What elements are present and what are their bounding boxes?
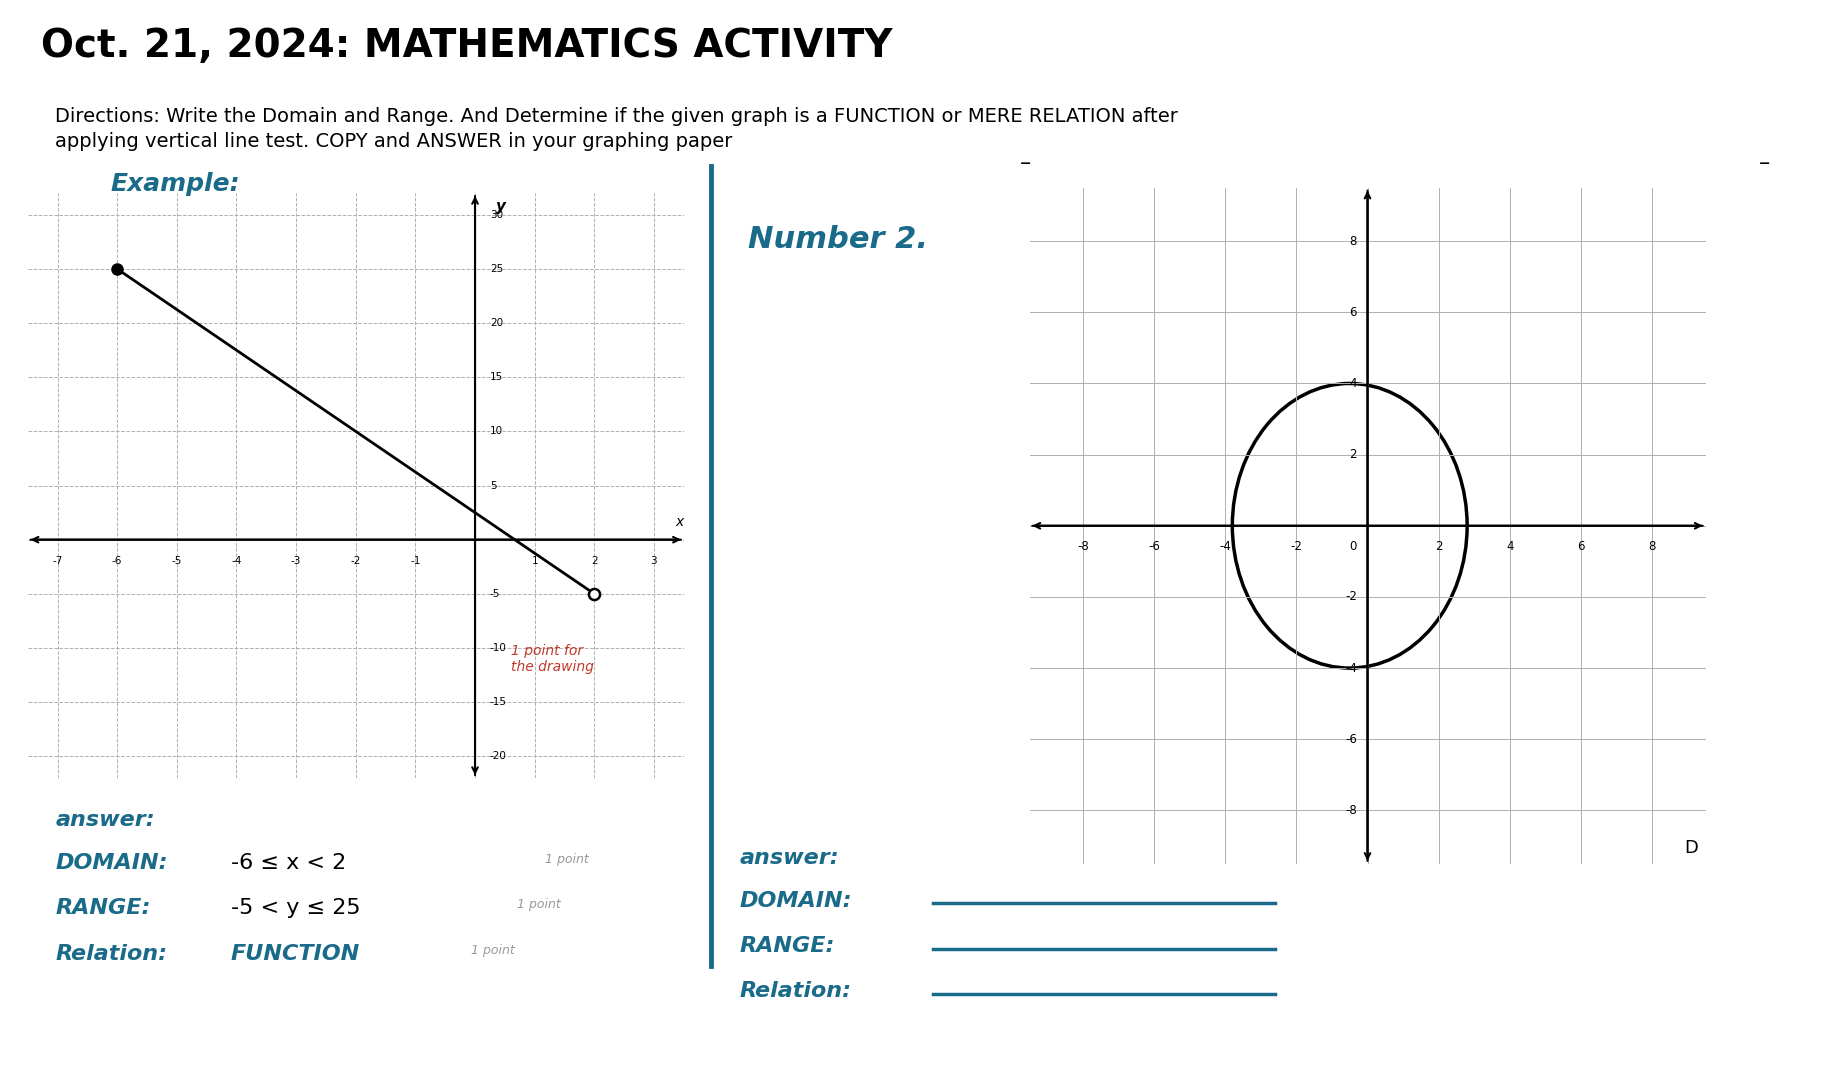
Text: -6 ≤ x < 2: -6 ≤ x < 2 bbox=[231, 853, 346, 873]
Text: Number 2.: Number 2. bbox=[748, 225, 928, 254]
Text: DOMAIN:: DOMAIN: bbox=[739, 891, 852, 911]
Text: -10: -10 bbox=[490, 643, 506, 653]
Text: 2: 2 bbox=[1434, 540, 1443, 553]
Text: 3: 3 bbox=[650, 556, 658, 565]
Text: Oct. 21, 2024: MATHEMATICS ACTIVITY: Oct. 21, 2024: MATHEMATICS ACTIVITY bbox=[41, 27, 893, 64]
Text: 25: 25 bbox=[490, 264, 503, 274]
Text: -3: -3 bbox=[290, 556, 301, 565]
Text: -6: -6 bbox=[1148, 540, 1161, 553]
Text: answer:: answer: bbox=[739, 848, 839, 868]
Text: answer:: answer: bbox=[55, 810, 155, 831]
Text: FUNCTION: FUNCTION bbox=[231, 944, 360, 965]
Text: 8: 8 bbox=[1349, 235, 1356, 248]
Text: -6: -6 bbox=[1345, 733, 1356, 746]
Text: Example:: Example: bbox=[111, 172, 240, 195]
Text: DOMAIN:: DOMAIN: bbox=[55, 853, 168, 873]
Text: Relation:: Relation: bbox=[739, 981, 852, 1001]
Text: –: – bbox=[1020, 153, 1031, 173]
Text: 8: 8 bbox=[1648, 540, 1656, 553]
Text: -1: -1 bbox=[410, 556, 421, 565]
Text: -7: -7 bbox=[52, 556, 63, 565]
Text: 1 point: 1 point bbox=[545, 853, 590, 866]
Text: 5: 5 bbox=[490, 481, 497, 490]
Text: -8: -8 bbox=[1077, 540, 1088, 553]
Text: -5: -5 bbox=[172, 556, 181, 565]
Text: 15: 15 bbox=[490, 372, 503, 382]
Text: –: – bbox=[1759, 153, 1770, 173]
Text: 10: 10 bbox=[490, 426, 503, 437]
Text: Directions: Write the Domain and Range. And Determine if the given graph is a FU: Directions: Write the Domain and Range. … bbox=[55, 107, 1179, 151]
Text: -5 < y ≤ 25: -5 < y ≤ 25 bbox=[231, 898, 360, 918]
Text: -2: -2 bbox=[351, 556, 360, 565]
Text: -2: -2 bbox=[1290, 540, 1303, 553]
Text: RANGE:: RANGE: bbox=[55, 898, 152, 918]
Text: 2: 2 bbox=[1349, 449, 1356, 461]
Text: -2: -2 bbox=[1345, 590, 1356, 603]
Text: Relation:: Relation: bbox=[55, 944, 168, 965]
Text: -5: -5 bbox=[490, 589, 501, 599]
Text: 6: 6 bbox=[1576, 540, 1586, 553]
Text: -20: -20 bbox=[490, 751, 506, 761]
Text: 0: 0 bbox=[1349, 540, 1356, 553]
Text: y: y bbox=[495, 199, 506, 214]
Text: 1 point for
the drawing: 1 point for the drawing bbox=[510, 644, 593, 674]
Text: 30: 30 bbox=[490, 210, 503, 220]
Text: 6: 6 bbox=[1349, 306, 1356, 319]
Text: -4: -4 bbox=[1220, 540, 1231, 553]
Text: -4: -4 bbox=[231, 556, 242, 565]
Text: 1 point: 1 point bbox=[471, 944, 516, 957]
Text: D: D bbox=[1685, 839, 1698, 857]
Text: x: x bbox=[676, 515, 684, 529]
Text: 20: 20 bbox=[490, 318, 503, 328]
Text: 1 point: 1 point bbox=[517, 898, 562, 911]
Text: 4: 4 bbox=[1506, 540, 1514, 553]
Text: -8: -8 bbox=[1345, 804, 1356, 817]
Text: 4: 4 bbox=[1349, 377, 1356, 389]
Text: 2: 2 bbox=[591, 556, 597, 565]
Text: -6: -6 bbox=[113, 556, 122, 565]
Text: 1: 1 bbox=[532, 556, 538, 565]
Text: -15: -15 bbox=[490, 697, 506, 707]
Text: -4: -4 bbox=[1345, 662, 1356, 675]
Text: RANGE:: RANGE: bbox=[739, 936, 835, 956]
